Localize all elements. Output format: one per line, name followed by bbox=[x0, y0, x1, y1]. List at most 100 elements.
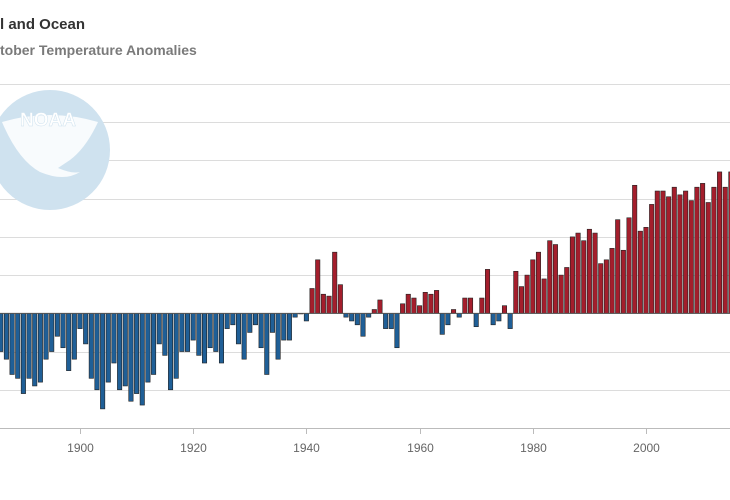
bar-1920[interactable] bbox=[190, 313, 196, 341]
bar-2003[interactable] bbox=[660, 190, 666, 314]
bar-1958[interactable] bbox=[405, 293, 411, 314]
bar-1940[interactable] bbox=[303, 313, 309, 322]
bar-1888[interactable] bbox=[9, 313, 15, 375]
bar-1898[interactable] bbox=[66, 313, 72, 371]
bar-1974[interactable] bbox=[496, 313, 502, 322]
bar-1996[interactable] bbox=[620, 249, 626, 314]
bar-2006[interactable] bbox=[677, 194, 683, 314]
bar-1923[interactable] bbox=[207, 313, 213, 349]
bar-1950[interactable] bbox=[360, 313, 366, 337]
bar-1994[interactable] bbox=[609, 248, 615, 314]
bar-1911[interactable] bbox=[139, 313, 145, 406]
bar-1907[interactable] bbox=[117, 313, 123, 391]
bar-1946[interactable] bbox=[337, 284, 343, 314]
bar-1886[interactable] bbox=[0, 313, 4, 352]
bar-1955[interactable] bbox=[388, 313, 394, 329]
bar-1952[interactable] bbox=[371, 309, 377, 314]
bar-1916[interactable] bbox=[168, 313, 174, 391]
bar-1981[interactable] bbox=[535, 251, 541, 314]
bar-1902[interactable] bbox=[88, 313, 94, 379]
bar-1977[interactable] bbox=[513, 270, 519, 314]
bar-1997[interactable] bbox=[626, 217, 632, 314]
bar-1990[interactable] bbox=[586, 228, 592, 314]
bar-1930[interactable] bbox=[247, 313, 253, 333]
bar-1908[interactable] bbox=[122, 313, 128, 387]
bar-1913[interactable] bbox=[151, 313, 157, 375]
bar-1937[interactable] bbox=[286, 313, 292, 341]
bar-1887[interactable] bbox=[3, 313, 9, 360]
bar-1978[interactable] bbox=[518, 286, 524, 314]
bar-1993[interactable] bbox=[603, 259, 609, 314]
bar-1954[interactable] bbox=[383, 313, 389, 329]
bar-1928[interactable] bbox=[235, 313, 241, 345]
bar-2002[interactable] bbox=[654, 190, 660, 314]
bar-1965[interactable] bbox=[445, 313, 451, 326]
bar-1969[interactable] bbox=[468, 297, 474, 314]
bar-1949[interactable] bbox=[354, 313, 360, 326]
bar-2007[interactable] bbox=[683, 190, 689, 314]
bar-1999[interactable] bbox=[637, 230, 643, 314]
bar-1984[interactable] bbox=[552, 244, 558, 314]
bar-1947[interactable] bbox=[343, 313, 349, 318]
bar-1893[interactable] bbox=[37, 313, 43, 383]
bar-2009[interactable] bbox=[694, 186, 700, 314]
bar-1921[interactable] bbox=[196, 313, 202, 356]
bar-1932[interactable] bbox=[258, 313, 264, 349]
bar-1934[interactable] bbox=[269, 313, 275, 333]
bar-2013[interactable] bbox=[717, 171, 723, 314]
bar-1919[interactable] bbox=[185, 313, 191, 352]
bar-1914[interactable] bbox=[156, 313, 162, 345]
bar-1988[interactable] bbox=[575, 232, 581, 314]
bar-2000[interactable] bbox=[643, 227, 649, 314]
bar-1895[interactable] bbox=[49, 313, 55, 352]
bar-1960[interactable] bbox=[417, 305, 423, 314]
bar-1892[interactable] bbox=[32, 313, 38, 387]
bar-1909[interactable] bbox=[128, 313, 134, 402]
bar-1985[interactable] bbox=[558, 274, 564, 314]
bar-1991[interactable] bbox=[592, 232, 598, 314]
bar-2015[interactable] bbox=[728, 171, 730, 314]
bar-1938[interactable] bbox=[292, 313, 298, 318]
bar-1943[interactable] bbox=[320, 293, 326, 314]
bar-1929[interactable] bbox=[241, 313, 247, 360]
bar-1917[interactable] bbox=[173, 313, 179, 379]
bar-1989[interactable] bbox=[581, 240, 587, 314]
bar-1889[interactable] bbox=[15, 313, 21, 379]
bar-1945[interactable] bbox=[332, 251, 338, 314]
bar-2014[interactable] bbox=[722, 186, 728, 314]
bar-1927[interactable] bbox=[230, 313, 236, 326]
bar-1904[interactable] bbox=[100, 313, 106, 410]
bar-1972[interactable] bbox=[485, 269, 491, 314]
bar-1896[interactable] bbox=[54, 313, 60, 337]
bar-1912[interactable] bbox=[145, 313, 151, 383]
bar-1922[interactable] bbox=[202, 313, 208, 364]
bar-1933[interactable] bbox=[264, 313, 270, 375]
bar-1967[interactable] bbox=[456, 313, 462, 318]
bar-1901[interactable] bbox=[83, 313, 89, 345]
bar-1995[interactable] bbox=[615, 219, 621, 314]
bar-1924[interactable] bbox=[213, 313, 219, 352]
bar-1963[interactable] bbox=[434, 290, 440, 314]
bar-1891[interactable] bbox=[26, 313, 32, 379]
bar-1973[interactable] bbox=[490, 313, 496, 326]
bar-1962[interactable] bbox=[428, 293, 434, 314]
bar-1982[interactable] bbox=[541, 278, 547, 314]
bar-1903[interactable] bbox=[94, 313, 100, 391]
bar-1890[interactable] bbox=[20, 313, 26, 394]
bar-1987[interactable] bbox=[569, 236, 575, 314]
bar-1944[interactable] bbox=[326, 295, 332, 314]
bar-1894[interactable] bbox=[43, 313, 49, 360]
bar-1915[interactable] bbox=[162, 313, 168, 356]
bar-1986[interactable] bbox=[564, 267, 570, 314]
bar-1948[interactable] bbox=[349, 313, 355, 322]
bar-1918[interactable] bbox=[179, 313, 185, 352]
bar-1951[interactable] bbox=[366, 313, 372, 318]
bar-2012[interactable] bbox=[711, 186, 717, 314]
bar-2004[interactable] bbox=[666, 196, 672, 314]
bar-1905[interactable] bbox=[105, 313, 111, 383]
bar-1941[interactable] bbox=[309, 288, 315, 314]
bar-1931[interactable] bbox=[252, 313, 258, 326]
bar-1966[interactable] bbox=[451, 309, 457, 314]
bar-1970[interactable] bbox=[473, 313, 479, 328]
bar-1983[interactable] bbox=[547, 240, 553, 314]
